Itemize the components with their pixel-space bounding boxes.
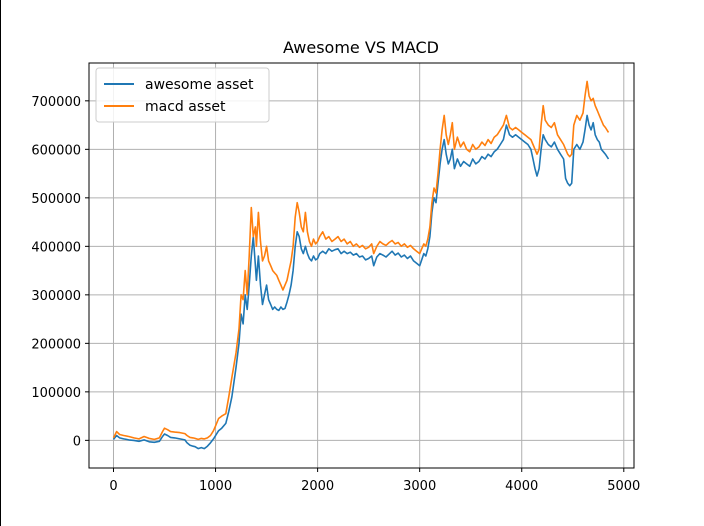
legend-box [95, 67, 270, 123]
axes-frame [88, 62, 635, 469]
x-tick-label: 2000 [301, 479, 334, 494]
y-tick-label: 500000 [31, 192, 81, 207]
x-tick-label: 4000 [505, 479, 538, 494]
legend-label-awesome: awesome asset [145, 77, 254, 93]
grid-lines [89, 63, 634, 468]
y-tick-label: 300000 [31, 289, 81, 304]
x-tick-label: 1000 [199, 479, 232, 494]
y-tick-label: 200000 [31, 337, 81, 352]
y-tick-label: 100000 [31, 386, 81, 401]
plot-series [112, 80, 610, 450]
x-tick-label: 5000 [607, 479, 640, 494]
y-tick-label: 400000 [31, 240, 81, 255]
y-axis-ticks: 0 100000 200000 300000 400000 500000 600000 700… [31, 95, 89, 449]
x-tick-label: 0 [109, 479, 117, 494]
series-line-macd-asset [112, 80, 610, 441]
y-tick-label: 700000 [31, 95, 81, 110]
y-tick-label: 0 [73, 434, 81, 449]
x-axis-ticks: 0 1000 2000 3000 4000 5000 [109, 468, 640, 494]
legend: awesome asset macd asset [95, 67, 270, 123]
x-tick-label: 3000 [403, 479, 436, 494]
series-line-awesome-asset [112, 114, 610, 450]
legend-label-macd: macd asset [145, 99, 226, 115]
y-tick-label: 600000 [31, 143, 81, 158]
chart-title: Awesome VS MACD [283, 38, 439, 57]
